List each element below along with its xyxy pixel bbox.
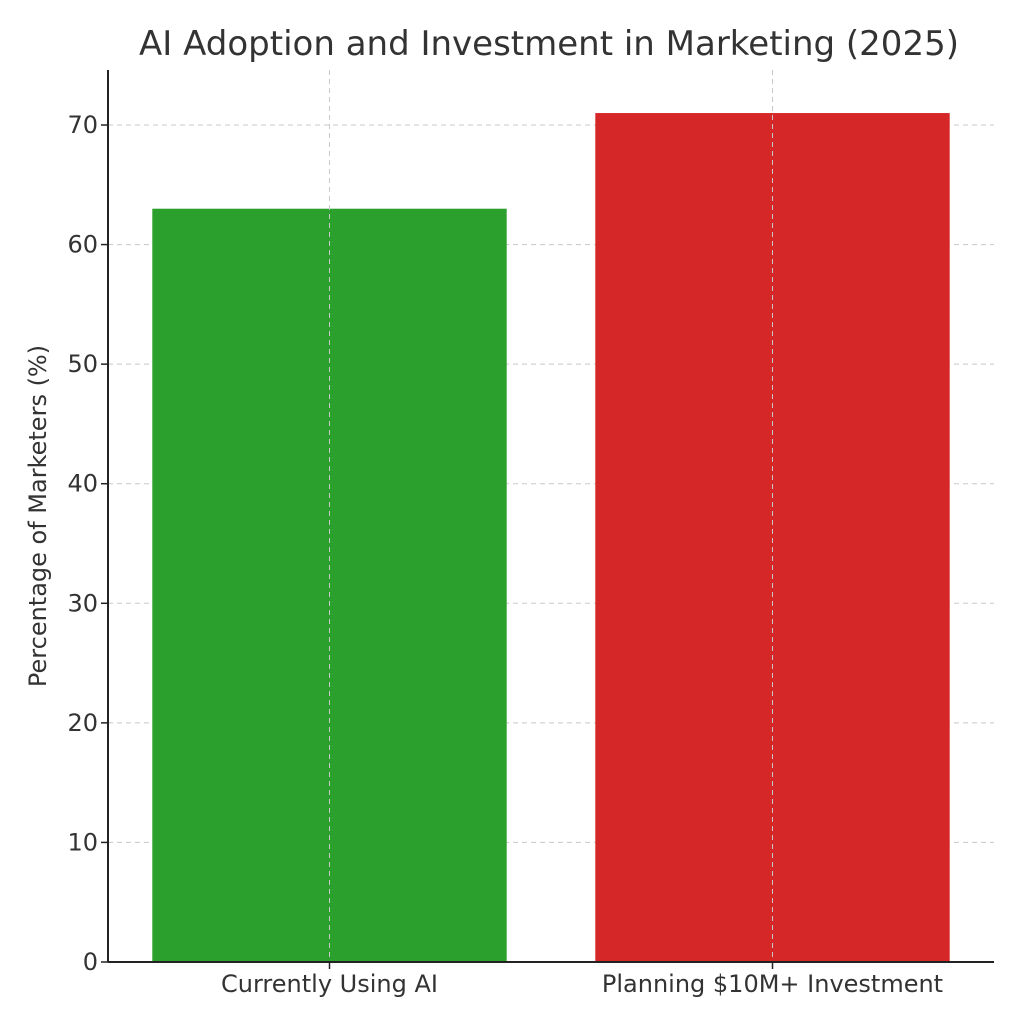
y-tick-label: 60: [67, 231, 98, 259]
y-tick-label: 50: [67, 350, 98, 378]
axes-layer: [107, 70, 994, 963]
y-tick-label: 70: [67, 111, 98, 139]
y-tick-label: 10: [67, 828, 98, 856]
chart-title: AI Adoption and Investment in Marketing …: [139, 24, 959, 64]
bar: [595, 113, 950, 962]
bars-layer: [152, 113, 950, 963]
y-tick-label: 30: [67, 589, 98, 617]
y-tick-label: 20: [67, 709, 98, 737]
ticks-layer: 0 10 20 30 40 50 60 70 Currently Using AI Plannin…: [67, 111, 943, 998]
vertical-grid-layer: [329, 70, 773, 962]
y-axis-label: Percentage of Marketers (%): [24, 345, 52, 687]
x-tick-label: Planning $10M+ Investment: [602, 970, 943, 998]
x-tick-label: Currently Using AI: [221, 970, 438, 998]
y-tick-label: 40: [67, 470, 98, 498]
y-tick-label: 0: [83, 948, 98, 976]
